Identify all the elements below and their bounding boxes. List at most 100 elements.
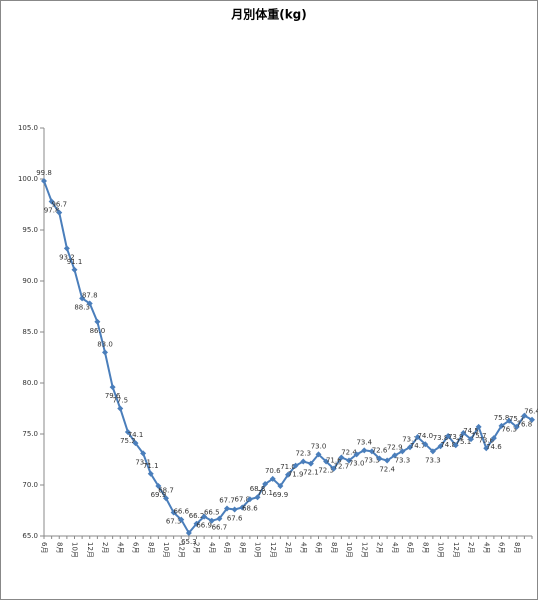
x-tick-label: 10月 [254, 542, 262, 558]
x-tick-label: 6月 [132, 542, 140, 553]
point-marker [193, 520, 200, 527]
point-marker [178, 516, 185, 523]
point-marker [254, 494, 261, 501]
point-marker [48, 198, 55, 205]
point-marker [208, 517, 215, 524]
data-label: 68.7 [158, 486, 174, 494]
point-marker [391, 452, 398, 459]
point-marker [185, 529, 192, 536]
x-tick-label: 12月 [177, 542, 185, 558]
data-label: 72.7 [334, 462, 350, 470]
data-label: 75.1 [456, 438, 472, 446]
y-tick-label: 65.0 [22, 532, 38, 540]
data-label: 74.8 [440, 441, 456, 449]
data-label: 73.0 [349, 459, 365, 467]
point-marker [330, 465, 337, 472]
point-marker [132, 440, 139, 447]
data-label: 66.6 [173, 508, 189, 516]
point-marker [224, 505, 230, 512]
point-marker [315, 451, 322, 458]
data-label: 74.6 [486, 443, 502, 451]
data-label: 74.7 [410, 442, 426, 450]
data-label: 75.7 [471, 432, 487, 440]
point-marker [429, 448, 436, 455]
point-marker [437, 443, 444, 450]
data-label: 83.0 [97, 340, 113, 348]
point-marker [269, 475, 276, 482]
data-label: 71.6 [326, 457, 342, 465]
x-tick-label: 6月 [315, 542, 323, 553]
x-tick-label: 2月 [467, 542, 475, 553]
y-tick-label: 85.0 [22, 328, 38, 336]
data-label: 66.9 [196, 522, 212, 530]
point-marker [338, 454, 345, 461]
data-label: 69.9 [273, 491, 289, 499]
point-marker [445, 433, 452, 440]
data-label: 75.8 [494, 414, 510, 422]
point-marker [292, 462, 299, 469]
x-tick-label: 6月 [406, 542, 414, 553]
point-marker [163, 495, 169, 502]
point-marker [353, 451, 360, 458]
point-marker [94, 318, 101, 325]
point-marker [361, 447, 368, 454]
point-marker [56, 209, 63, 216]
x-tick-label: 4月 [299, 542, 307, 553]
x-tick-label: 6月 [498, 542, 506, 553]
point-marker [498, 422, 505, 429]
data-label: 66.5 [204, 509, 220, 517]
point-marker [63, 245, 70, 252]
chart-title: 月別体重(kg) [230, 7, 307, 22]
data-label: 73.0 [311, 442, 327, 450]
y-tick-label: 75.0 [22, 430, 38, 438]
y-tick-label: 70.0 [22, 481, 38, 489]
point-marker [117, 405, 124, 412]
y-tick-label: 100.0 [18, 175, 38, 183]
x-tick-label: 4月 [482, 542, 490, 553]
point-marker [346, 457, 352, 464]
point-marker [460, 429, 467, 436]
x-tick-label: 12月 [452, 542, 460, 558]
point-marker [490, 435, 497, 442]
data-label: 67.8 [234, 495, 250, 503]
data-label: 70.6 [265, 467, 281, 475]
x-tick-label: 10月 [162, 542, 170, 558]
x-tick-label: 6月 [223, 542, 231, 553]
y-tick-label: 95.0 [22, 226, 38, 234]
data-label: 65.3 [181, 538, 197, 546]
data-label: 93.2 [59, 253, 75, 261]
point-marker [231, 506, 238, 513]
data-label: 77.5 [112, 397, 128, 405]
data-label: 76.8 [517, 421, 533, 429]
data-label: 72.4 [341, 449, 357, 457]
data-label: 96.7 [51, 201, 67, 209]
data-label: 71.1 [143, 462, 159, 470]
point-marker [155, 483, 162, 490]
data-label: 72.3 [295, 450, 311, 458]
point-marker [170, 509, 177, 516]
data-label: 97.8 [44, 206, 60, 214]
data-label: 87.8 [82, 291, 98, 299]
data-label: 72.9 [387, 443, 403, 451]
data-label: 99.8 [36, 169, 52, 177]
data-label: 71.9 [288, 471, 304, 479]
point-marker [79, 295, 86, 302]
point-marker [368, 448, 375, 455]
data-label: 88.3 [74, 303, 90, 311]
data-label: 75.2 [120, 437, 136, 445]
data-label: 66.2 [189, 512, 205, 520]
data-label: 73.3 [364, 456, 380, 464]
point-marker [147, 470, 154, 477]
point-marker [323, 458, 330, 465]
point-marker [529, 416, 535, 423]
data-label: 73.3 [425, 456, 441, 464]
x-tick-label: 8月 [238, 542, 246, 553]
point-marker [384, 457, 391, 464]
data-label: 71.0 [280, 463, 296, 471]
x-tick-label: 2月 [376, 542, 384, 553]
point-marker [422, 441, 429, 448]
data-label: 91.1 [67, 258, 83, 266]
data-label: 76.4 [524, 408, 538, 416]
x-tick-label: 8月 [421, 542, 429, 553]
